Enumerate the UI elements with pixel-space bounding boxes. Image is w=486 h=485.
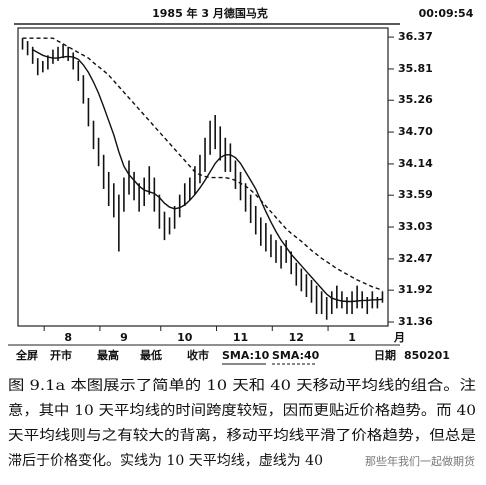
caption-line: 滞后于价格变化。实线为 10 天平均线，虚线为 40 bbox=[8, 453, 323, 469]
x-tick-label: 10 bbox=[177, 331, 193, 344]
y-tick-label: 34.70 bbox=[398, 125, 433, 138]
x-tick-label: 9 bbox=[120, 331, 128, 344]
toolbar-item: 全屏 bbox=[15, 348, 38, 362]
caption-line: 意，其中 10 天平均线的时间跨度较短，因而更贴近价格趋势。而 40 bbox=[8, 402, 476, 419]
x-tick-label: 11 bbox=[233, 331, 248, 344]
y-tick-label: 31.92 bbox=[398, 283, 433, 296]
sma-line bbox=[22, 37, 383, 291]
toolbar-item: 开市 bbox=[50, 348, 72, 362]
y-tick-label: 33.03 bbox=[398, 220, 433, 233]
date: 850201 bbox=[404, 349, 450, 362]
y-tick-label: 35.81 bbox=[398, 62, 433, 75]
clock: 00:09:54 bbox=[419, 7, 474, 20]
y-tick-label: 35.26 bbox=[398, 93, 433, 106]
x-tick-label: 1 bbox=[348, 331, 356, 344]
legend-entry: SMA:40 bbox=[272, 349, 320, 362]
legend-entry: SMA:10 bbox=[222, 349, 270, 362]
y-tick-label: 31.36 bbox=[398, 315, 433, 328]
caption-line: 图 9.1a 本图展示了简单的 10 天和 40 天移动平均线的组合。注 bbox=[8, 377, 476, 394]
chart-title: 1985 年 3 月德国马克 bbox=[152, 6, 268, 20]
date-label: 日期 bbox=[374, 348, 396, 362]
plot-frame bbox=[17, 27, 389, 327]
y-tick-label: 34.14 bbox=[398, 157, 433, 170]
y-tick-label: 33.59 bbox=[398, 188, 433, 201]
watermark: 那些年我们一起做期货 bbox=[365, 454, 475, 468]
y-tick-label: 36.37 bbox=[398, 30, 433, 43]
toolbar-item: 最低 bbox=[140, 348, 162, 362]
toolbar-item: 最高 bbox=[97, 348, 119, 362]
x-tick-label: 12 bbox=[289, 331, 304, 344]
toolbar-item: 收市 bbox=[187, 348, 209, 362]
caption-line: 天平均线则与之有较大的背离，移动平均线平滑了价格趋势，但总是 bbox=[8, 427, 476, 444]
sma-line bbox=[32, 48, 383, 303]
x-tick-label: 8 bbox=[64, 331, 72, 344]
y-tick-label: 32.47 bbox=[398, 252, 433, 265]
x-unit: 月 bbox=[393, 331, 405, 344]
